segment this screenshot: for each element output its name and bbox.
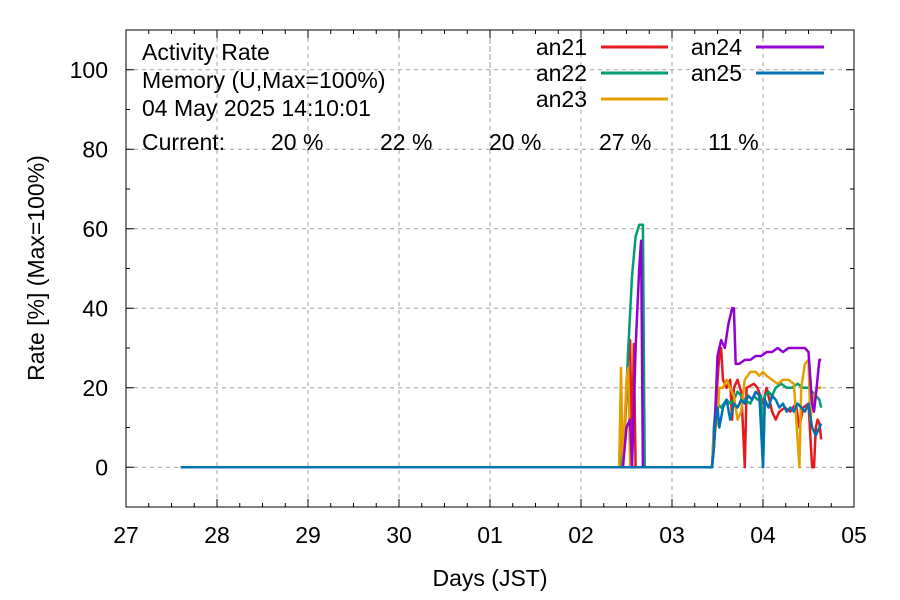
y-tick-label: 100 xyxy=(70,57,108,83)
x-tick-label: 05 xyxy=(841,522,867,548)
title-line-3: 04 May 2025 14:10:01 xyxy=(142,95,371,121)
current-value-an23: 20 % xyxy=(489,129,541,155)
series-line-an22 xyxy=(619,223,823,469)
x-tick-label: 28 xyxy=(204,522,230,548)
series-line-an24 xyxy=(621,239,822,469)
series-line-an25 xyxy=(180,390,823,469)
current-value-an24: 27 % xyxy=(599,129,651,155)
x-tick-label: 27 xyxy=(113,522,139,548)
x-tick-label: 03 xyxy=(659,522,685,548)
x-axis-title: Days (JST) xyxy=(433,565,548,591)
current-value-an21: 20 % xyxy=(271,129,323,155)
legend-label-an22: an22 xyxy=(536,60,587,86)
series-layer xyxy=(180,223,823,469)
current-values: 20 % 22 % 20 % 27 % 11 % xyxy=(271,129,759,155)
x-tick-label: 02 xyxy=(568,522,594,548)
legend-label-an21: an21 xyxy=(536,34,587,60)
legend-label-an23: an23 xyxy=(536,86,587,112)
y-tick-label: 80 xyxy=(82,136,108,162)
x-tick-label: 30 xyxy=(386,522,412,548)
x-tick-label: 01 xyxy=(477,522,503,548)
info-block: Activity Rate Memory (U,Max=100%) 04 May… xyxy=(142,39,759,155)
x-tick-label: 29 xyxy=(295,522,321,548)
y-tick-label: 20 xyxy=(82,375,108,401)
tick-layer: 0 20 40 60 80 100 27 28 29 30 01 02 03 04 05 xyxy=(70,29,867,548)
current-value-an22: 22 % xyxy=(380,129,432,155)
legend-label-an25: an25 xyxy=(691,60,742,86)
title-line-1: Activity Rate xyxy=(142,39,270,65)
title-line-2: Memory (U,Max=100%) xyxy=(142,67,385,93)
current-value-an25: 11 % xyxy=(708,129,759,155)
legend-label-an24: an24 xyxy=(691,34,742,60)
y-tick-label: 40 xyxy=(82,295,108,321)
current-label: Current: xyxy=(142,129,225,155)
y-tick-label: 0 xyxy=(95,454,108,480)
y-tick-label: 60 xyxy=(82,216,108,242)
x-tick-label: 04 xyxy=(750,522,776,548)
y-axis-title: Rate [%] (Max=100%) xyxy=(23,155,49,381)
